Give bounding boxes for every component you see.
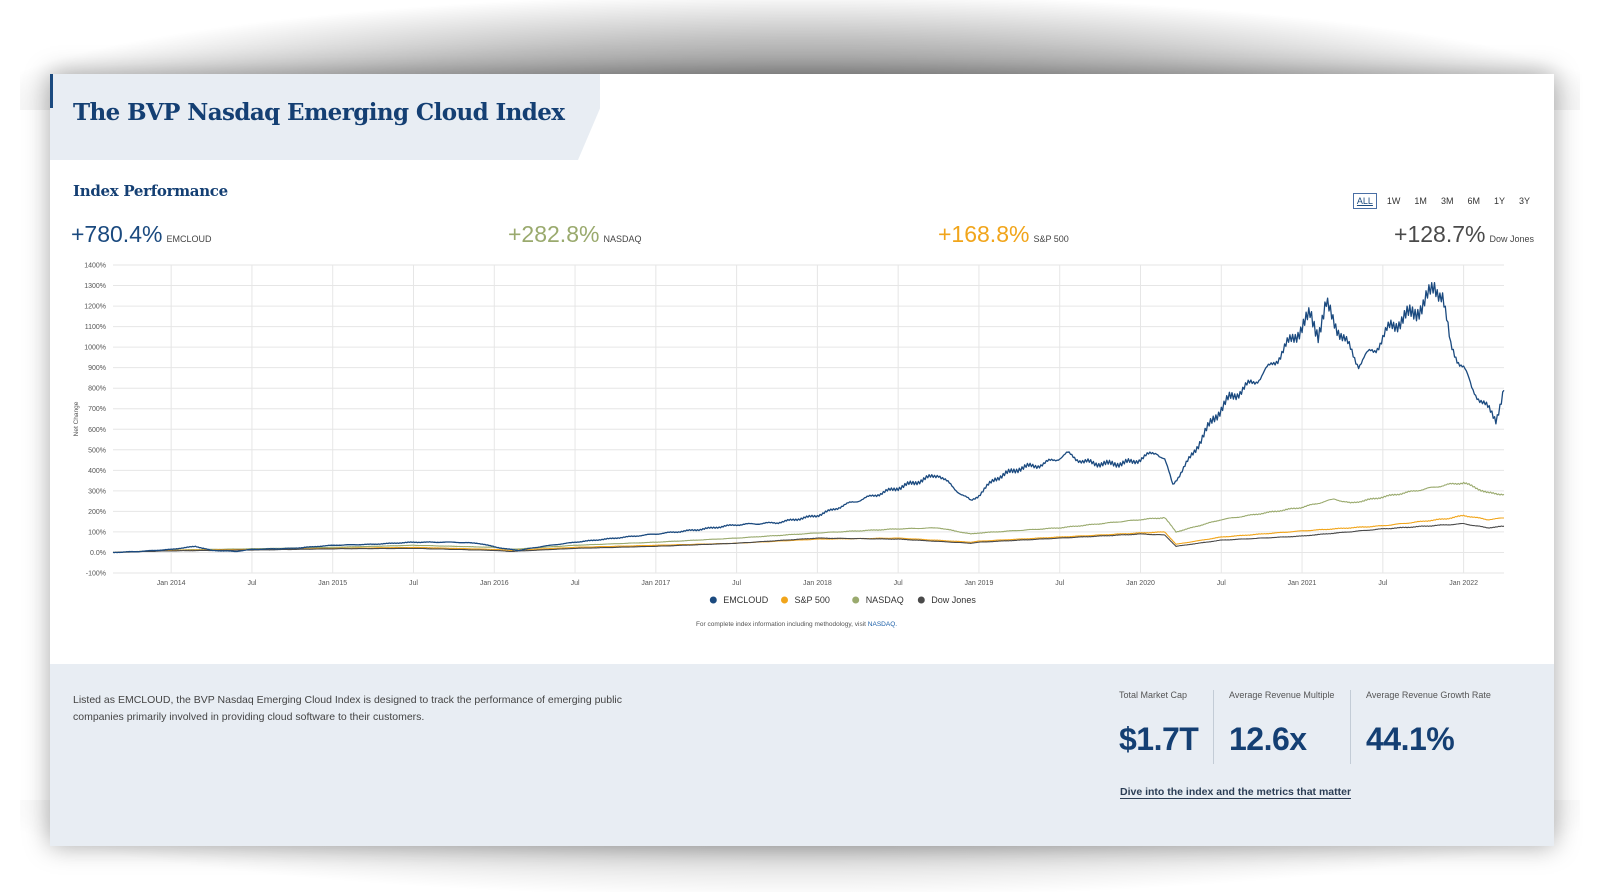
y-axis-label: Net Change	[73, 401, 80, 436]
range-3m-button[interactable]: 3M	[1440, 196, 1454, 206]
summary-value: +282.8%	[508, 221, 600, 247]
page-title: The BVP Nasdaq Emerging Cloud Index	[73, 99, 565, 126]
summary-value: +168.8%	[938, 221, 1030, 247]
range-1y-button[interactable]: 1Y	[1493, 196, 1505, 206]
y-tick-label: 1200%	[84, 304, 106, 311]
series-line-emcloud	[112, 281, 1505, 554]
legend-label: NASDAQ	[866, 595, 904, 605]
footnote-text: For complete index information including…	[696, 621, 868, 628]
range-3y-button[interactable]: 3Y	[1518, 196, 1530, 206]
y-tick-label: 200%	[88, 509, 106, 516]
summary-label: S&P 500	[1033, 234, 1069, 244]
y-tick-label: 700%	[88, 406, 106, 413]
series-line-s-p-500	[112, 514, 1504, 554]
metric-value: 12.6x	[1229, 721, 1307, 757]
title-banner	[50, 74, 600, 160]
legend-marker	[781, 596, 788, 604]
y-tick-label: 0.0%	[90, 550, 106, 557]
metric-label: Average Revenue Multiple	[1229, 690, 1335, 700]
legend-label: EMCLOUD	[723, 595, 769, 605]
metric-label: Average Revenue Growth Rate	[1366, 690, 1491, 700]
y-tick-label: 900%	[88, 365, 106, 372]
legend-label: Dow Jones	[931, 595, 976, 605]
y-tick-label: 300%	[88, 488, 106, 495]
x-tick-label: Jul	[1217, 580, 1226, 587]
x-tick-label: Jul	[894, 580, 903, 587]
summary-value: +780.4%	[71, 221, 163, 247]
section-title: Index Performance	[73, 182, 228, 200]
x-tick-label: Jul	[1378, 580, 1387, 587]
y-tick-label: 1400%	[84, 263, 106, 270]
metric-value: 44.1%	[1366, 721, 1455, 757]
summary-value: +128.7%	[1394, 221, 1486, 247]
range-1w-button[interactable]: 1W	[1386, 196, 1401, 206]
y-tick-label: 500%	[88, 447, 106, 454]
x-tick-label: Jan 2016	[480, 580, 509, 587]
x-tick-label: Jul	[571, 580, 580, 587]
summary-emcloud: +780.4% EMCLOUD	[71, 221, 211, 248]
legend-marker	[917, 596, 925, 604]
x-tick-label: Jan 2017	[641, 580, 670, 587]
metric-divider	[1213, 690, 1214, 764]
x-tick-label: Jan 2014	[157, 580, 186, 587]
nasdaq-link[interactable]: NASDAQ.	[868, 621, 897, 628]
x-tick-label: Jul	[409, 580, 418, 587]
metric-value: $1.7T	[1119, 721, 1199, 757]
time-range-selector: ALL 1W 1M 3M 6M 1Y 3Y	[1352, 193, 1534, 209]
x-tick-label: Jan 2020	[1126, 580, 1155, 587]
y-tick-label: 800%	[88, 386, 106, 393]
y-tick-label: 100%	[88, 529, 106, 536]
y-tick-label: 600%	[88, 427, 106, 434]
y-tick-label: 1100%	[85, 324, 106, 331]
chart-footnote: For complete index information including…	[696, 621, 897, 628]
legend-label: S&P 500	[795, 595, 830, 605]
dive-into-index-link[interactable]: Dive into the index and the metrics that…	[1120, 786, 1352, 799]
x-tick-label: Jan 2018	[803, 580, 832, 587]
x-tick-label: Jan 2015	[318, 580, 347, 587]
y-tick-label: 1300%	[84, 283, 106, 290]
x-tick-label: Jan 2022	[1449, 580, 1478, 587]
index-summary-panel: Listed as EMCLOUD, the BVP Nasdaq Emergi…	[50, 664, 1554, 846]
x-tick-label: Jan 2019	[965, 580, 994, 587]
legend-marker	[852, 596, 860, 604]
x-tick-label: Jan 2021	[1288, 580, 1317, 587]
range-6m-button[interactable]: 6M	[1467, 196, 1480, 206]
summary-sp500: +168.8% S&P 500	[938, 221, 1069, 248]
y-tick-label: -100%	[86, 571, 106, 578]
x-tick-label: Jul	[1055, 580, 1064, 587]
series-line-nasdaq	[113, 481, 1505, 553]
x-tick-label: Jul	[732, 580, 741, 587]
metric-avg-revenue-growth: Average Revenue Growth Rate 44.1%	[1366, 690, 1491, 758]
series-line-dow-jones	[112, 522, 1505, 554]
summary-label: Dow Jones	[1489, 234, 1534, 244]
range-1m-button[interactable]: 1M	[1414, 196, 1427, 206]
y-tick-label: 1000%	[84, 345, 106, 352]
legend-marker	[709, 596, 717, 604]
index-card: The BVP Nasdaq Emerging Cloud Index Inde…	[50, 74, 1554, 846]
metric-avg-revenue-multiple: Average Revenue Multiple 12.6x	[1229, 690, 1334, 758]
summary-label: EMCLOUD	[166, 234, 212, 244]
summary-nasdaq: +282.8% NASDAQ	[508, 221, 641, 248]
index-description: Listed as EMCLOUD, the BVP Nasdaq Emergi…	[73, 694, 623, 723]
metric-divider	[1350, 690, 1351, 764]
summary-label: NASDAQ	[603, 234, 642, 244]
performance-chart: 1400% 1300% 1200% 1100% 1000% 900% 800% 700% 600…	[73, 263, 1505, 628]
range-all-button[interactable]: ALL	[1352, 193, 1377, 209]
y-tick-label: 400%	[88, 468, 106, 475]
metric-total-market-cap: Total Market Cap $1.7T	[1119, 690, 1199, 758]
metric-label: Total Market Cap	[1119, 690, 1188, 700]
summary-dow-jones: +128.7% Dow Jones	[1394, 221, 1534, 248]
x-tick-label: Jul	[247, 580, 256, 587]
